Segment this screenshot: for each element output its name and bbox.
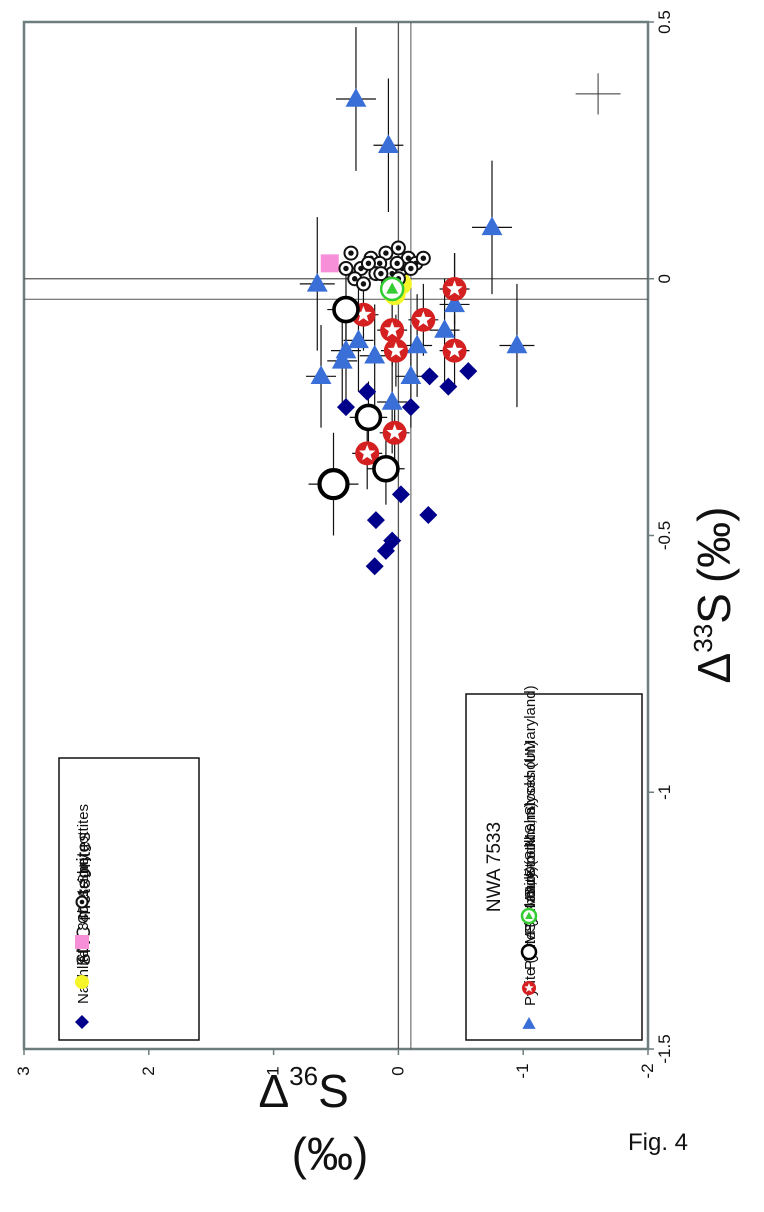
point-open-circle-1 [354,403,383,432]
legend-snc-label-3: Shergottites [75,804,92,884]
point-triangle-14 [381,390,403,410]
x-tick-label-0: -1.5 [655,1034,674,1063]
point-dotted-circle-13 [355,276,371,292]
point-dotted-circle-0 [343,245,359,261]
x-axis-label-unit: (‰) [688,507,740,584]
point-diamond-11 [459,362,478,381]
y-tick-label-3: 1 [264,1066,283,1075]
y-axis-ticks: -2 -1 0 1 2 3 [14,1049,657,1079]
legend-nwa-box [465,693,643,1041]
x-tick-label-3: 0 [655,274,674,283]
point-triangle-10 [364,344,386,364]
y-tick-label-5: 3 [14,1066,33,1075]
x-tick-label-1: -1 [655,785,674,800]
legend-snc-marker-1 [75,975,89,989]
y-tick-label-2: 0 [388,1066,407,1075]
point-star-circle-4 [383,338,408,363]
point-open-circle-3 [317,468,350,501]
legend-nwa-label-0: Pyrite (SIMS, Nancy) [522,866,539,1006]
x-axis-label-sup: 33 [688,624,718,653]
point-dotted-circle-15 [389,255,405,271]
point-dotted-circle-3 [390,240,406,256]
y-axis-label-sup: 36 [289,1061,318,1091]
legend-nwa-items: Pyrite (SIMS, Nancy)Pyrite (SIMS, Stockh… [520,685,539,1029]
legend-nwa-marker-3 [520,907,538,925]
data-points [306,88,528,576]
legend-nwa-marker-0 [522,1017,536,1029]
point-star-circle-3 [380,318,405,343]
legend-nwa-7533: NWA 7533 Pyrite (SIMS, Nancy)Pyrite (SIM… [465,685,643,1041]
y-tick-label-4: 2 [139,1066,158,1075]
x-axis-label-elem: S [688,593,740,624]
reference-lines [24,22,648,1049]
point-dotted-circle-6 [338,260,354,276]
x-axis-ticks: -1.5 -1 -0.5 0 0.5 [648,10,674,1064]
legend-nwa-title: NWA 7533 [484,822,505,912]
point-diamond-10 [439,377,458,396]
point-triangle-11 [406,334,428,354]
point-dotted-circle-16 [415,250,431,266]
point-triangle-9 [331,349,353,369]
point-triangle-13 [400,365,422,385]
point-diamond-6 [336,398,355,417]
point-diamond-2 [383,531,402,550]
y-axis-label-elem: S [318,1065,349,1117]
point-diamond-0 [365,557,384,576]
y-tick-label-1: -1 [513,1063,532,1078]
point-triangle-2 [481,216,503,236]
point-diamond-9 [420,367,439,386]
point-diamond-8 [401,398,420,417]
legend-snc-marker-0 [75,1015,89,1029]
point-triangle-7 [348,329,369,349]
point-triangle-4 [306,272,328,292]
point-diamond-4 [419,505,438,524]
legend-snc-label-0: Nakhlites [75,942,92,1004]
x-tick-label-2: -0.5 [655,521,674,550]
point-triangle-circle-0 [379,276,405,302]
point-dotted-circle-20 [373,266,389,282]
point-triangle-6 [434,319,456,338]
legend-nwa-label-3: Bulk-rock analyses (UMaryland) [522,685,539,898]
point-star-circle-0 [442,277,467,302]
y-axis-label: Δ36S (‰) [258,1061,368,1180]
point-star-circle-5 [442,338,467,363]
point-triangle-0 [345,88,367,107]
point-diamond-3 [366,511,385,530]
point-triangle-3 [506,334,528,354]
y-axis-label-unit: (‰) [292,1128,369,1180]
point-dotted-circle-19 [360,255,376,271]
point-open-circle-0 [332,295,360,324]
point-star-circle-7 [355,441,380,466]
point-triangle-1 [377,134,399,153]
point-diamond-5 [391,485,410,504]
legend-nwa-label-1: Pyrite (SIMS, Stockholm) [522,802,539,970]
legend-nwa-marker-2 [520,943,538,961]
point-open-circle-2 [372,454,400,483]
x-axis-label: Δ33S (‰) [688,507,740,684]
point-triangle-5 [444,293,466,313]
legend-nwa-marker-1 [522,981,536,995]
legend-snc-marker-2 [75,935,89,949]
y-tick-label-0: -2 [638,1063,657,1078]
x-tick-label-4: 0.5 [655,10,674,34]
point-star-circle-2 [411,307,436,332]
legend-nwa-label-2: Pyrrhotite (SIMS, Stockholm) [522,741,539,934]
x-axis-label-delta: Δ [688,653,740,684]
figure-label: Fig. 4 [628,1129,688,1156]
point-square-0 [320,254,339,273]
point-star-circle-6 [382,420,407,445]
point-dotted-circle-18 [403,260,419,276]
legend-snc-marker-3 [75,895,89,909]
y-axis-label-delta: Δ [258,1065,289,1117]
point-diamond-7 [358,382,377,401]
point-triangle-12 [310,365,332,385]
